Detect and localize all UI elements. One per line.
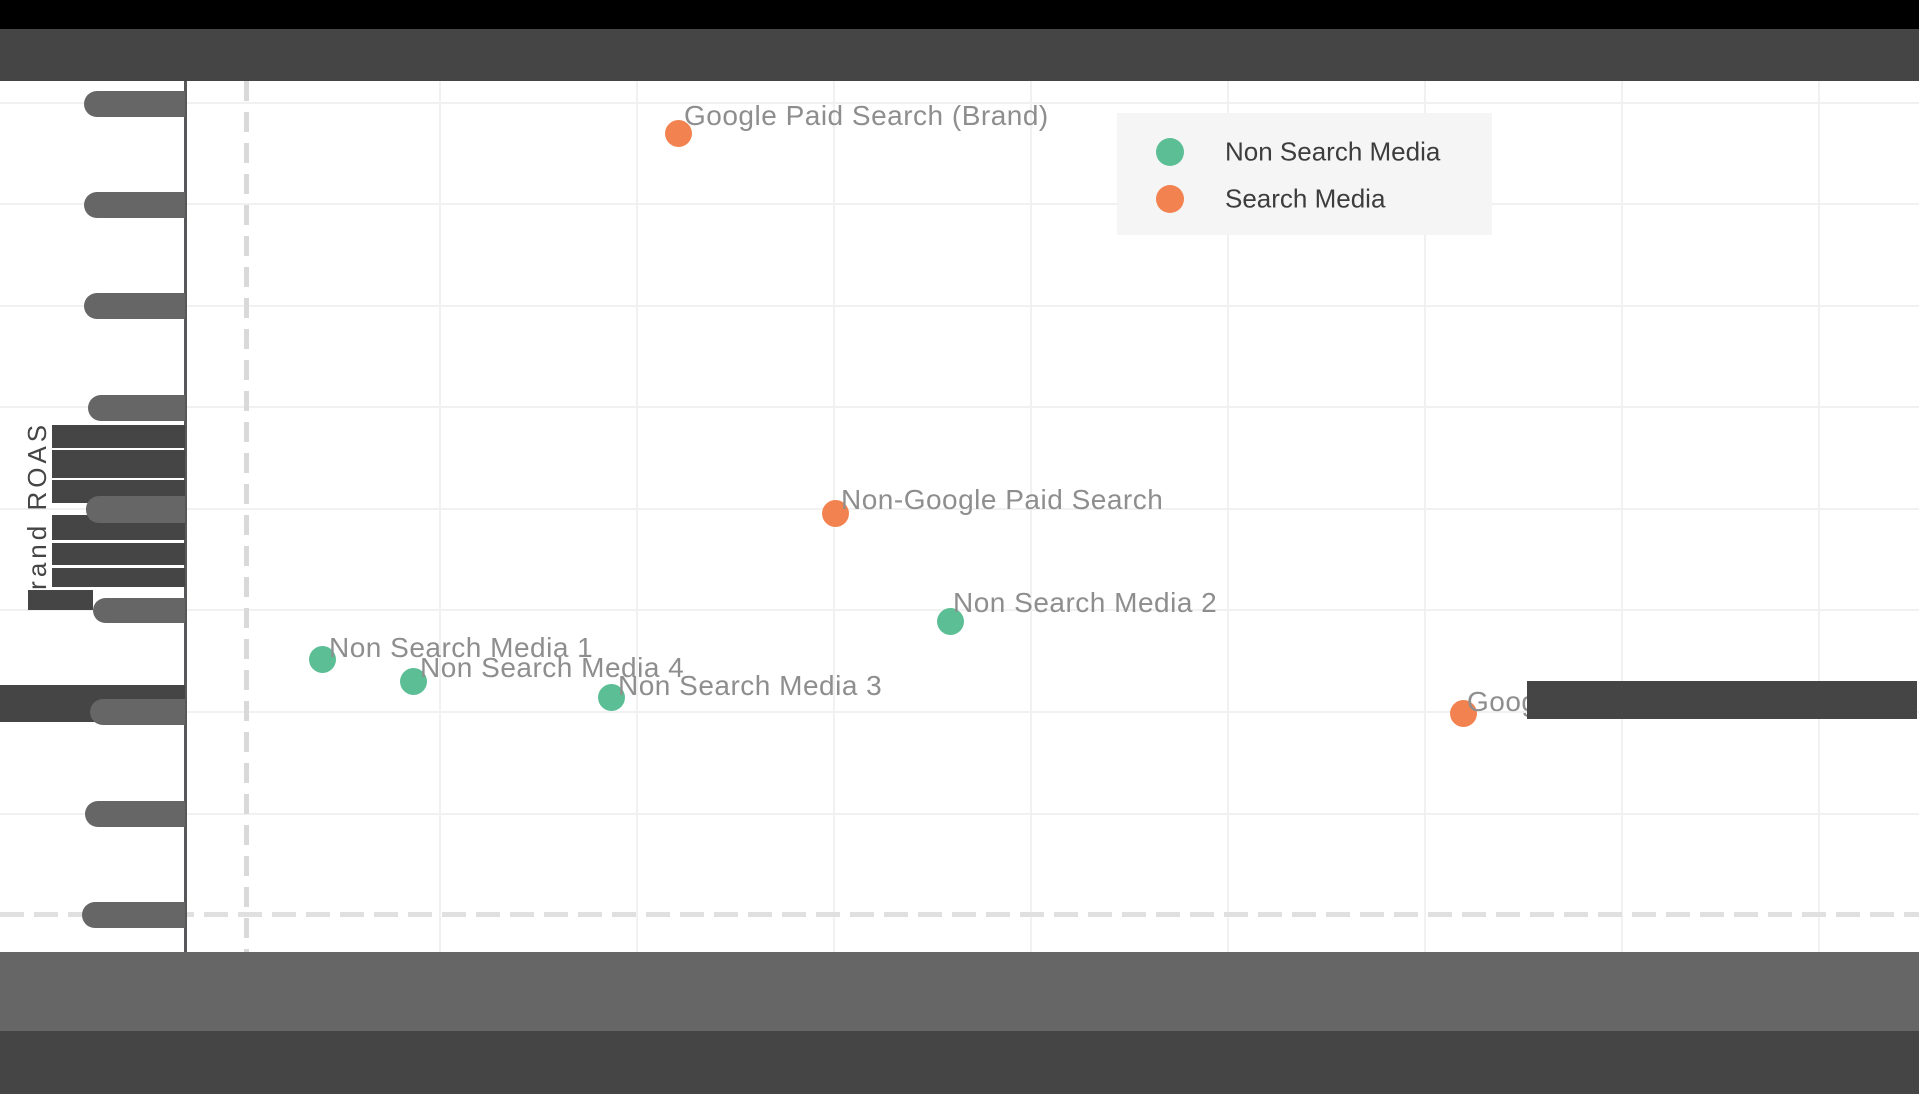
horizontal-gridline [0,305,1919,307]
data-point-dot[interactable] [598,684,625,711]
vertical-gridline [439,81,441,952]
tick-redaction-capsule [90,699,185,725]
header-redaction-band [0,29,1919,81]
top-black-band [0,0,1919,29]
redaction-bar [28,590,93,610]
legend-row-non-search-media: Non Search Media [1117,136,1492,167]
legend-label: Non Search Media [1225,136,1441,167]
legend-row-search-media: Search Media [1117,183,1492,214]
redaction-bar [52,543,185,565]
vertical-gridline [1621,81,1623,952]
non-search-media-swatch-icon [1156,138,1184,166]
redaction-bar-right-label [1527,681,1917,719]
vertical-gridline [1818,81,1820,952]
horizontal-gridline [0,203,1919,205]
horizontal-gridline [0,609,1919,611]
data-point-dot[interactable] [309,646,336,673]
y-axis-spine [184,81,187,952]
data-point-label: Non Search Media 1 [329,632,594,663]
legend-label: Search Media [1225,183,1386,214]
bottom-redaction-band [0,1031,1919,1094]
data-point-label: Non Search Media 4 [420,652,685,683]
horizontal-gridline [0,711,1919,713]
data-point-dot[interactable] [822,500,849,527]
tick-redaction-capsule [86,496,185,523]
data-point-label: Non Search Media 2 [953,587,1218,618]
data-point-dot[interactable] [1450,700,1477,727]
data-point-label: Google Paid Search (Brand) [684,100,1049,131]
redaction-bar [52,425,185,448]
tick-redaction-capsule [82,902,185,928]
search-media-swatch-icon [1156,185,1184,213]
xaxis-redaction-band [0,952,1919,1031]
data-point-label: Non Search Media 3 [618,670,883,701]
y-axis-label: Brand ROAS [22,420,52,612]
redaction-bar [52,450,185,478]
tick-redaction-capsule [84,91,185,117]
redaction-bar [52,568,185,587]
tick-redaction-capsule [85,801,185,827]
horizontal-dashed-reference-line [0,912,1919,917]
data-point-label: Non-Google Paid Search [841,484,1164,515]
tick-redaction-capsule [93,598,185,623]
tick-redaction-capsule [88,395,185,421]
horizontal-gridline [0,102,1919,104]
data-point-dot[interactable] [937,608,964,635]
vertical-gridline [1227,81,1229,952]
vertical-gridline [636,81,638,952]
vertical-dashed-reference-line [244,81,249,952]
data-point-label: Goog [1467,686,1538,717]
tick-redaction-capsule [84,192,185,218]
vertical-gridline [1424,81,1426,952]
legend: Non Search Media Search Media [1117,113,1492,235]
horizontal-gridline [0,508,1919,510]
data-point-dot[interactable] [665,120,692,147]
vertical-gridline [1030,81,1032,952]
horizontal-gridline [0,406,1919,408]
horizontal-gridline [0,813,1919,815]
data-point-dot[interactable] [400,668,427,695]
tick-redaction-capsule [84,293,185,319]
